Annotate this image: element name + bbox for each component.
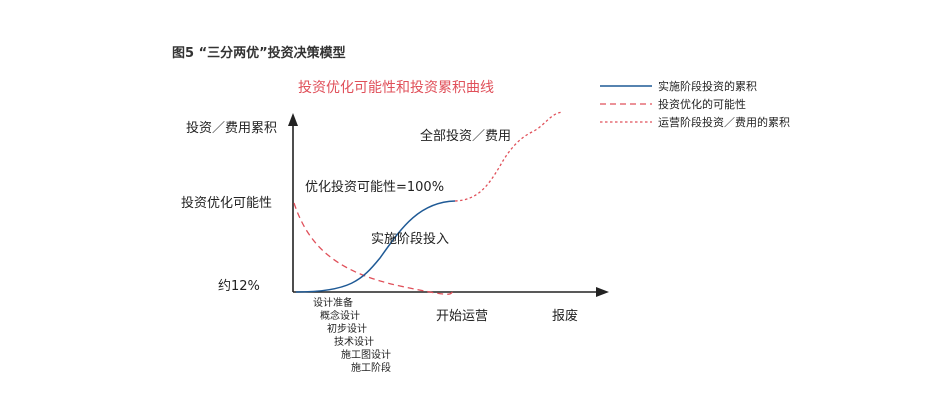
operation-curve — [454, 111, 564, 202]
phase-label: 技术设计 — [334, 337, 374, 348]
y-label-cumulative: 投资／费用累积 — [186, 121, 278, 136]
phase-label: 施工图设计 — [341, 350, 391, 361]
figure-title: 图5 “三分两优”投资决策模型 — [172, 46, 346, 61]
optimization-curve — [293, 202, 456, 295]
x-label-scrap: 报废 — [552, 309, 579, 324]
x-label-start-operation: 开始运营 — [436, 309, 489, 324]
annotation-implementation: 实施阶段投入 — [371, 232, 450, 247]
x-axis-arrow — [596, 287, 609, 297]
phase-label: 初步设计 — [327, 324, 367, 335]
implementation-curve — [295, 200, 456, 293]
annotation-optimization-100: 优化投资可能性=100% — [305, 180, 445, 195]
phase-label: 概念设计 — [320, 311, 360, 322]
phase-label: 施工阶段 — [351, 363, 391, 374]
phase-label: 设计准备 — [313, 298, 353, 309]
legend-label: 实施阶段投资的累积 — [658, 80, 757, 93]
legend-swatch-solid — [600, 85, 652, 87]
legend-label: 投资优化的可能性 — [658, 98, 746, 111]
y-axis-arrow — [288, 113, 298, 126]
y-label-optimization: 投资优化可能性 — [181, 196, 273, 211]
annotation-total: 全部投资／费用 — [420, 129, 512, 144]
legend-label: 运营阶段投资／费用的累积 — [658, 116, 790, 129]
legend-swatch-dotted — [600, 121, 652, 123]
y-label-percent: 约12% — [218, 279, 260, 294]
legend-swatch-dashed — [600, 103, 652, 105]
figure-subtitle: 投资优化可能性和投资累积曲线 — [298, 80, 494, 96]
